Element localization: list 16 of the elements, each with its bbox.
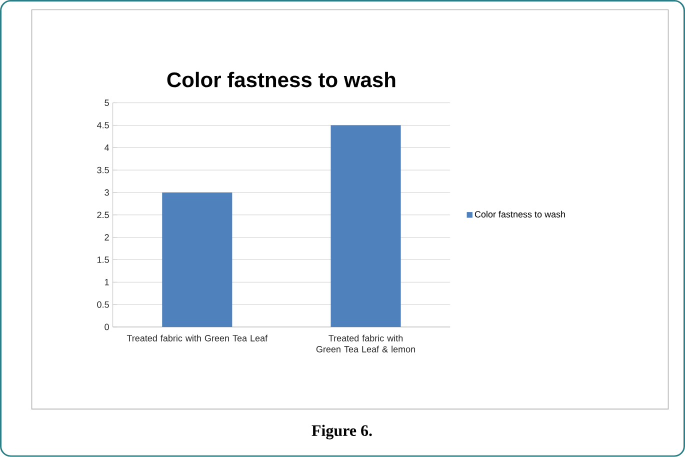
x-tick-label: Treated fabric with Green Tea Leaf & lemon	[316, 334, 415, 352]
y-tick-label: 2	[104, 234, 109, 241]
y-tick-label: 2.5	[97, 212, 109, 218]
x-tick-label: Treated fabric with Green Tea Leaf	[126, 334, 268, 342]
y-tick-label: 3.5	[97, 166, 109, 174]
y-tick-label: 1.5	[97, 256, 109, 263]
y-tick-label: 0.5	[97, 301, 109, 308]
legend-label: Color fastness to wash	[474, 210, 565, 218]
caption: Figure 6.	[312, 424, 372, 440]
y-tick-label: 1	[104, 279, 109, 286]
y-tick-label: 4.5	[96, 122, 109, 128]
chart-title: Color fastness to wash	[167, 72, 396, 88]
y-tick-label: 3	[104, 189, 109, 196]
y-tick-label: 5	[104, 100, 109, 106]
y-tick-label: 4	[104, 144, 110, 151]
y-tick-label: 0	[104, 324, 109, 330]
